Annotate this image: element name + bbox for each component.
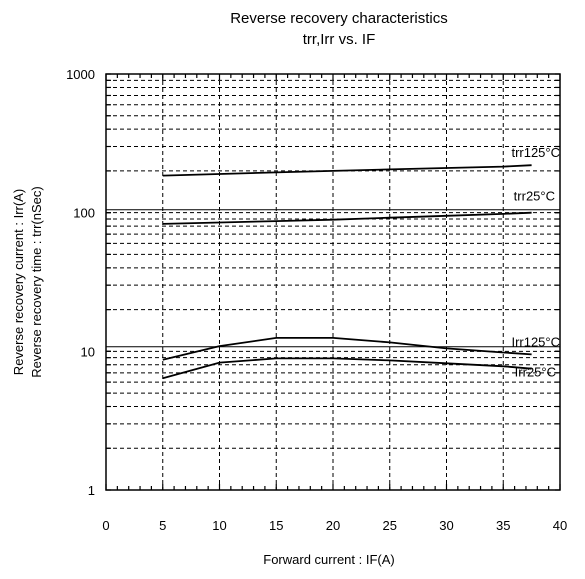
y-axis-label-line-1: Reverse recovery current : Irr(A) xyxy=(11,189,26,375)
y-axis-label-line-2: Reverse recovery time : trr(nSec) xyxy=(29,186,44,377)
x-tick-label: 35 xyxy=(496,518,510,533)
x-tick-label: 15 xyxy=(269,518,283,533)
x-tick-label: 40 xyxy=(553,518,567,533)
y-tick-label: 100 xyxy=(73,206,95,221)
x-tick-label: 0 xyxy=(102,518,109,533)
x-tick-label: 30 xyxy=(439,518,453,533)
grid xyxy=(106,74,560,490)
axis-ticks xyxy=(105,73,561,491)
reference-lines xyxy=(106,209,560,348)
series-labels: trr125°C trr25°C Irr125°C Irr25°C xyxy=(511,145,560,379)
tick-labels: 0 5 10 15 20 25 30 35 40 1 10 100 1000 xyxy=(66,67,567,533)
series-line-3 xyxy=(162,357,532,380)
y-tick-label: 1000 xyxy=(66,67,95,82)
x-tick-label: 25 xyxy=(383,518,397,533)
series-label: Irr125°C xyxy=(511,334,560,349)
series-label: Irr25°C xyxy=(515,365,556,380)
x-axis-label: Forward current : IF(A) xyxy=(263,552,394,567)
series xyxy=(162,164,532,380)
series-line-1 xyxy=(162,211,532,225)
series-label: trr25°C xyxy=(514,189,555,204)
x-tick-label: 5 xyxy=(159,518,166,533)
chart-title: Reverse recovery characteristics xyxy=(230,10,448,27)
x-tick-label: 20 xyxy=(326,518,340,533)
chart-subtitle: trr,Irr vs. IF xyxy=(303,31,376,48)
series-line-2 xyxy=(162,336,532,361)
x-tick-label: 10 xyxy=(212,518,226,533)
y-tick-label: 10 xyxy=(81,344,95,359)
series-line-0 xyxy=(162,164,532,177)
series-label: trr125°C xyxy=(511,145,560,160)
y-tick-label: 1 xyxy=(88,483,95,498)
